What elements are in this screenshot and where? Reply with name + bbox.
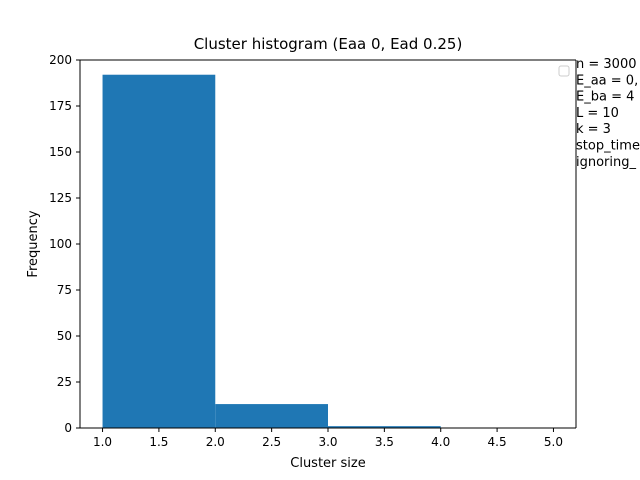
x-tick-label: 3.0: [318, 435, 337, 449]
y-tick-label: 150: [49, 145, 72, 159]
y-tick-label: 50: [57, 329, 72, 343]
histogram-bars: [102, 74, 441, 428]
x-tick-label: 2.0: [206, 435, 225, 449]
x-tick-label: 2.5: [262, 435, 281, 449]
x-tick-label: 3.5: [375, 435, 394, 449]
y-tick-label: 175: [49, 99, 72, 113]
legend-entry: n = 3000: [576, 57, 636, 72]
x-tick-label: 5.0: [544, 435, 563, 449]
legend-entry: stop_time: [576, 139, 640, 154]
x-tick-label: 1.5: [149, 435, 168, 449]
y-tick-label: 100: [49, 237, 72, 251]
legend-entry: ignoring_: [576, 155, 637, 170]
chart-title: Cluster histogram (Eaa 0, Ead 0.25): [194, 35, 463, 53]
y-tick-label: 75: [57, 283, 72, 297]
y-tick-label: 0: [64, 421, 72, 435]
y-tick-label: 125: [49, 191, 72, 205]
y-tick-label: 200: [49, 53, 72, 67]
x-axis-label: Cluster size: [290, 456, 365, 471]
y-tick-label: 25: [57, 375, 72, 389]
x-tick-label: 4.0: [431, 435, 450, 449]
histogram-bar: [215, 404, 328, 428]
histogram-bar: [328, 426, 441, 428]
legend-entry: E_aa = 0,: [576, 73, 638, 88]
legend-entry: L = 10: [576, 106, 619, 121]
legend-entry: E_ba = 4: [576, 90, 634, 105]
x-axis-ticks: 1.0 1.5 2.0 2.5 3.0 3.5 4.0 4.5 5.0: [93, 428, 563, 449]
histogram-bar: [102, 74, 216, 428]
x-tick-label: 4.5: [488, 435, 507, 449]
legend-handle-box: [558, 65, 570, 77]
legend-entry: k = 3: [576, 122, 611, 137]
y-axis-ticks: 0 25 50 75 100 125 150 175 200: [49, 53, 80, 435]
y-axis-label: Frequency: [26, 210, 41, 277]
x-tick-label: 1.0: [93, 435, 112, 449]
